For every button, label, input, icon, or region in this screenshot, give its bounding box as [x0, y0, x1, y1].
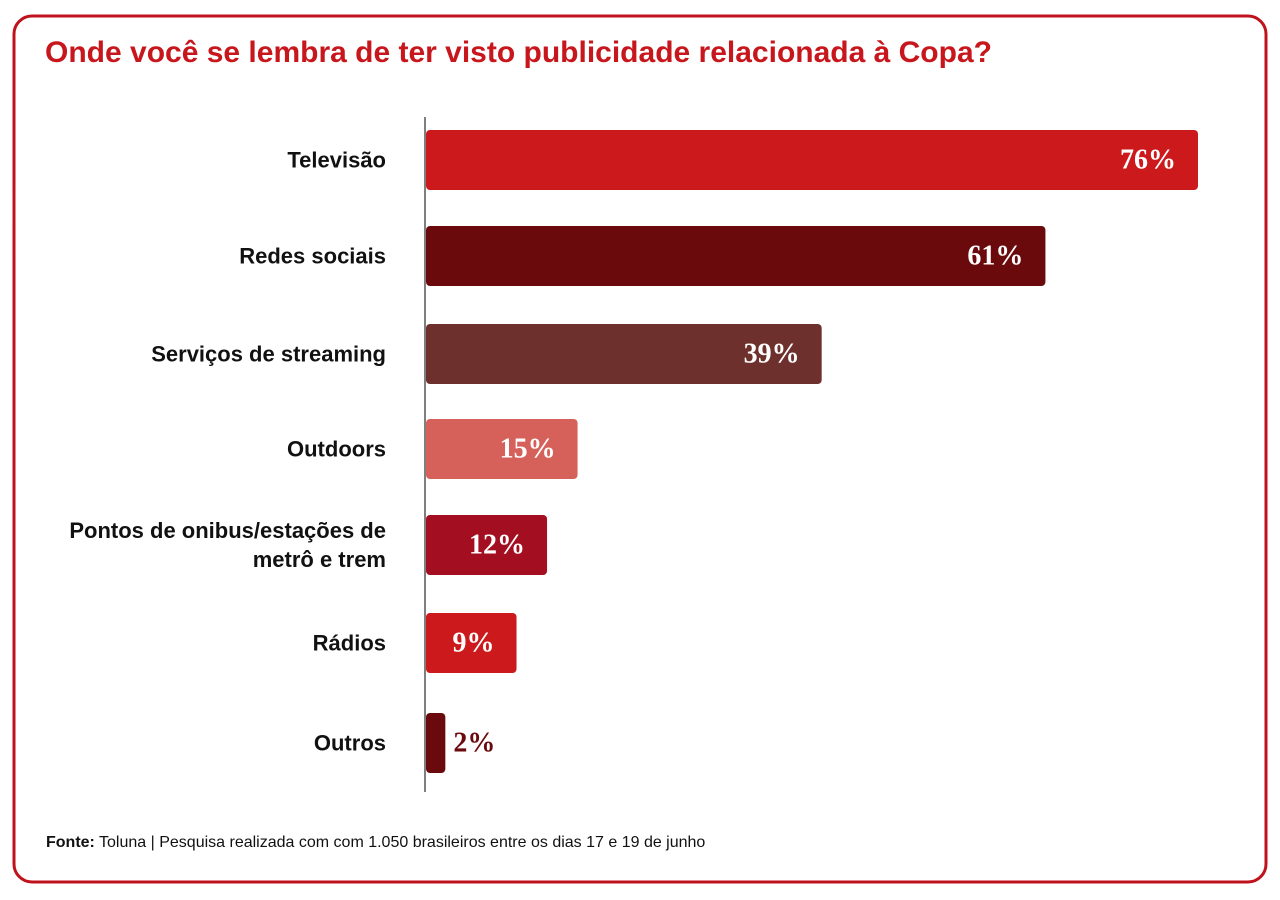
source-text: Toluna | Pesquisa realizada com com 1.05…: [99, 834, 706, 851]
bar: [426, 419, 578, 479]
source-label: Fonte:: [46, 834, 95, 851]
category-label: Redes sociais: [239, 243, 386, 269]
value-label: 15%: [500, 433, 556, 464]
category-label: Outros: [313, 730, 386, 756]
bar: [426, 713, 446, 773]
chart-title: Onde você se lembra de ter visto publici…: [45, 36, 992, 69]
value-label: 12%: [469, 529, 525, 560]
value-label: 2%: [453, 727, 495, 758]
category-label: Serviços de streaming: [151, 341, 386, 367]
category-label: Rádios: [312, 630, 386, 656]
bar: [426, 130, 1198, 190]
category-label: Pontos de onibus/estações de metrô e tre…: [69, 518, 386, 572]
footer: Fonte: Toluna | Pesquisa realizada com c…: [46, 834, 705, 852]
bar: [426, 613, 517, 673]
category-label: Outdoors: [287, 436, 386, 462]
value-label: 39%: [744, 338, 800, 369]
value-label: 61%: [967, 240, 1023, 271]
bar: [426, 515, 548, 575]
value-label: 76%: [1120, 144, 1176, 175]
category-label: Televisão: [287, 147, 386, 173]
bar: [426, 324, 822, 384]
bar: [426, 226, 1046, 286]
value-label: 9%: [453, 627, 495, 658]
